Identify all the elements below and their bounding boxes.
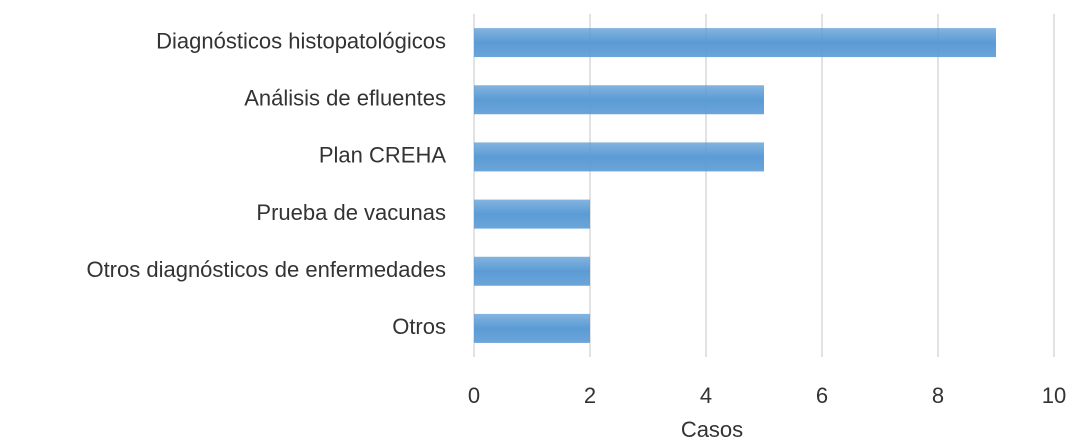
bar xyxy=(474,85,764,115)
y-tick-label: Prueba de vacunas xyxy=(256,200,446,225)
y-tick-label: Plan CREHA xyxy=(319,143,446,168)
x-tick-label: 4 xyxy=(700,383,712,408)
y-tick-label: Análisis de efluentes xyxy=(244,86,446,111)
y-tick-label: Diagnósticos histopatológicos xyxy=(156,28,446,53)
bar xyxy=(474,199,590,229)
x-tick-label: 8 xyxy=(932,383,944,408)
x-tick-label: 2 xyxy=(584,383,596,408)
x-tick-label: 6 xyxy=(816,383,828,408)
y-tick-label: Otros diagnósticos de enfermedades xyxy=(86,257,446,282)
bar xyxy=(474,142,764,172)
x-tick-label: 0 xyxy=(468,383,480,408)
bar xyxy=(474,313,590,343)
x-axis-label: Casos xyxy=(681,417,743,441)
bar xyxy=(474,28,996,58)
y-tick-label: Otros xyxy=(392,314,446,339)
bar xyxy=(474,256,590,286)
x-tick-label: 10 xyxy=(1042,383,1066,408)
